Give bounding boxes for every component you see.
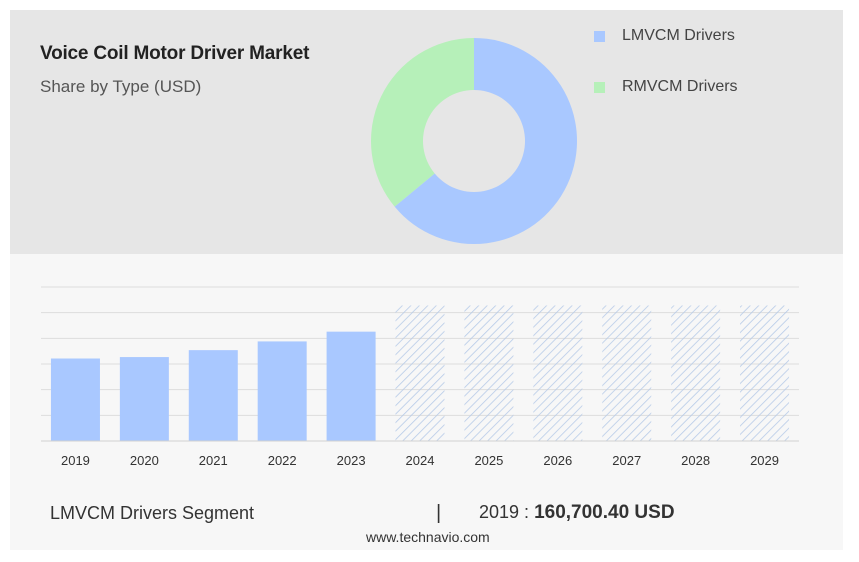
forecast-bar-2029	[740, 305, 790, 441]
legend-label-lmvcm: LMVCM Drivers	[622, 27, 735, 44]
x-tick-2019: 2019	[61, 453, 90, 468]
footer-value: 2019 : 160,700.40 USD	[479, 502, 675, 524]
legend-item-rmvcm: RMVCM Drivers	[594, 77, 738, 97]
x-tick-2029: 2029	[750, 453, 779, 468]
forecast-bar-2027	[602, 305, 652, 441]
bar-2021	[188, 350, 238, 441]
footer-separator: :	[519, 502, 535, 522]
x-tick-2027: 2027	[612, 453, 641, 468]
source-link[interactable]: www.technavio.com	[366, 529, 490, 545]
forecast-bar-2024	[395, 305, 445, 441]
forecast-bar-2026	[533, 305, 583, 441]
bar-2022	[257, 341, 307, 441]
x-tick-2026: 2026	[543, 453, 572, 468]
x-tick-2028: 2028	[681, 453, 710, 468]
legend-item-lmvcm: LMVCM Drivers	[594, 26, 735, 46]
donut-slice-lmvcm-drivers	[394, 38, 577, 244]
bar-chart: 2019 2020 2021 2022 2023 2024 2025 2026 2027 2028…	[41, 286, 799, 468]
footer-divider: |	[436, 502, 442, 524]
forecast-bar-2028	[671, 305, 721, 441]
x-tick-2025: 2025	[474, 453, 503, 468]
bar-2023	[326, 331, 376, 441]
donut-chart	[370, 37, 577, 244]
footer-year: 2019	[479, 502, 520, 522]
x-tick-2024: 2024	[406, 453, 435, 468]
bar-2019	[50, 358, 100, 441]
footer-segment-label: LMVCM Drivers Segment	[50, 503, 255, 523]
x-tick-2021: 2021	[199, 453, 228, 468]
footer-amount: 160,700.40 USD	[534, 502, 675, 523]
forecast-bar-2025	[464, 305, 514, 441]
x-tick-2023: 2023	[337, 453, 366, 468]
legend-swatch-rmvcm	[594, 81, 605, 93]
bar-2020	[119, 357, 169, 441]
legend-label-rmvcm: RMVCM Drivers	[622, 78, 738, 95]
donut-slice-rmvcm-drivers	[370, 37, 474, 207]
chart-subtitle: Share by Type (USD)	[40, 77, 202, 96]
x-tick-2020: 2020	[130, 453, 159, 468]
share-panel: Voice Coil Motor Driver Market Share by …	[10, 10, 843, 254]
x-tick-2022: 2022	[268, 453, 297, 468]
legend-swatch-lmvcm	[594, 30, 605, 42]
chart-title: Voice Coil Motor Driver Market	[40, 43, 310, 64]
market-card: Voice Coil Motor Driver Market Share by …	[10, 10, 843, 550]
